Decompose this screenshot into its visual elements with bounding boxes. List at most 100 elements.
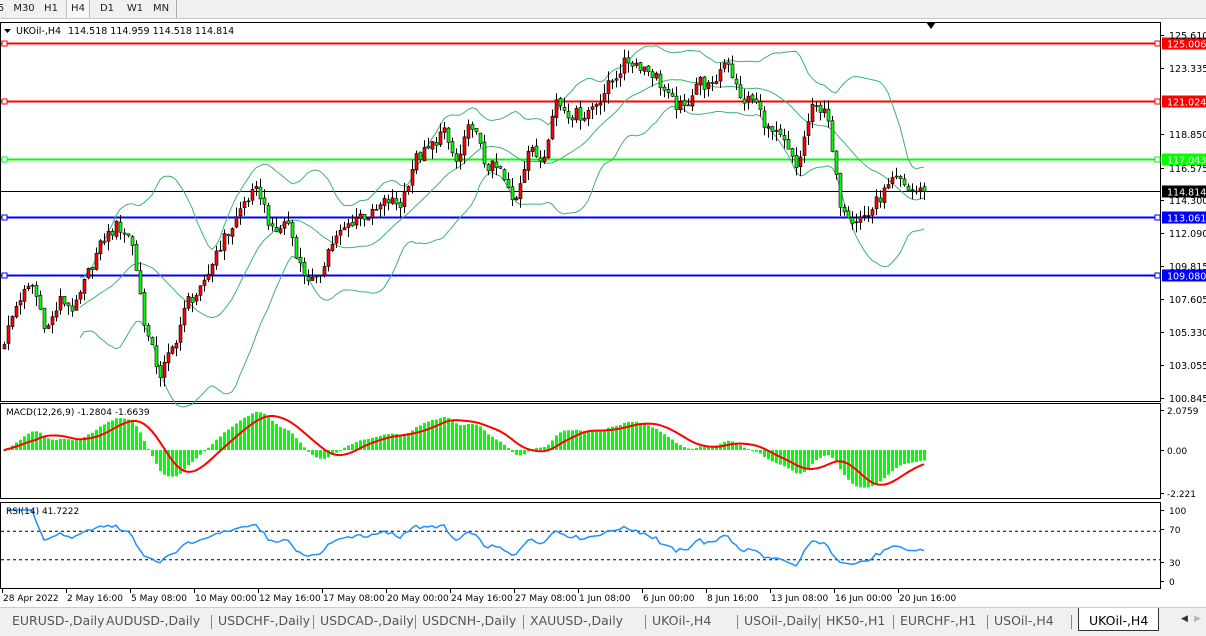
chart-tab[interactable]: EURCHF-,H1 [900, 608, 976, 632]
timeframe-m30-button[interactable]: M30 [12, 0, 36, 18]
price-tick-label: 114.300 [1169, 196, 1206, 207]
macd-bar [755, 450, 758, 452]
time-tick-label: 24 May 16:00 [451, 594, 513, 604]
macd-bar [543, 447, 546, 450]
level-handle-icon[interactable] [2, 273, 7, 278]
macd-bar [907, 450, 910, 463]
macd-bar [763, 450, 766, 457]
timeframe-mn-button[interactable]: MN [150, 0, 172, 18]
candle [295, 235, 298, 259]
macd-bar [795, 450, 798, 473]
level-price-label: 113.061 [1167, 214, 1206, 225]
main-pane[interactable] [1, 23, 1161, 402]
macd-bar [635, 422, 638, 450]
macd-bar [455, 423, 458, 450]
macd-bar [879, 450, 882, 481]
timeframe-h4-button[interactable]: H4 [66, 0, 90, 18]
macd-bar [459, 425, 462, 450]
macd-bar [119, 418, 122, 450]
macd-bar [819, 450, 822, 458]
macd-bar [687, 449, 690, 450]
macd-bar [71, 440, 74, 450]
macd-pane[interactable] [1, 404, 1161, 499]
chart-window: 125.006121.024117.043114.814113.061109.0… [0, 18, 1206, 607]
price-tick-label: 103.055 [1169, 361, 1206, 372]
tab-separator [645, 615, 646, 629]
macd-bar [55, 440, 58, 450]
macd-bar [419, 425, 422, 450]
chart-tab[interactable]: USOil-,H4 [994, 608, 1054, 632]
timeframe-d1-button[interactable]: D1 [96, 0, 118, 18]
macd-bar [199, 450, 202, 455]
chart-tab[interactable]: HK50-,H1 [826, 608, 885, 632]
symbol-label: UKOil-,H4 [16, 26, 61, 37]
macd-bar [659, 432, 662, 450]
chart-tab[interactable]: USOil-,Daily [744, 608, 818, 632]
level-handle-icon[interactable] [2, 157, 7, 162]
timeframe-5-button[interactable]: 5 [0, 0, 8, 18]
macd-bar [475, 425, 478, 450]
level-handle-icon[interactable] [2, 99, 7, 104]
level-handle-icon[interactable] [1155, 215, 1160, 220]
level-handle-icon[interactable] [1155, 273, 1160, 278]
rsi-pane[interactable] [1, 503, 1161, 589]
level-handle-icon[interactable] [2, 41, 7, 46]
time-tick-label: 10 May 00:00 [195, 594, 257, 604]
price-tick-label: 123.335 [1169, 64, 1206, 75]
chart-tab[interactable]: USDCAD-,Daily [320, 608, 414, 632]
macd-bar [319, 450, 322, 459]
scroll-left-icon[interactable]: ◀ [1181, 614, 1188, 624]
macd-bar [315, 450, 318, 457]
chart-tab[interactable]: AUDUSD-,Daily [106, 608, 200, 632]
macd-bar [899, 450, 902, 465]
price-tick-label: 112.090 [1169, 229, 1206, 240]
chart-tab[interactable]: XAUUSD-,Daily [530, 608, 623, 632]
macd-bar [87, 434, 90, 450]
macd-bar [515, 450, 518, 455]
macd-bar [187, 450, 190, 465]
macd-bar [807, 450, 810, 469]
level-price-label: 121.024 [1167, 98, 1206, 109]
macd-bar [491, 437, 494, 450]
chart-tab[interactable]: UKOil-,H4 [1078, 608, 1159, 631]
macd-bar [591, 431, 594, 450]
timeframe-w1-button[interactable]: W1 [124, 0, 146, 18]
time-tick-label: 2 May 16:00 [67, 594, 123, 604]
macd-bar [247, 416, 250, 450]
time-tick-label: 5 May 08:00 [131, 594, 187, 604]
macd-bar [651, 427, 654, 450]
chart-tab[interactable]: EURUSD-,Daily [12, 608, 105, 632]
macd-bar [463, 425, 466, 450]
macd-bar [39, 433, 42, 450]
level-handle-icon[interactable] [1155, 99, 1160, 104]
rsi-tick-label: 100 [1169, 507, 1186, 517]
price-tick-label: 105.330 [1169, 328, 1206, 339]
macd-bar [675, 443, 678, 450]
macd-bar [583, 431, 586, 450]
macd-bar [191, 450, 194, 462]
macd-bar [507, 448, 510, 450]
macd-bar [91, 433, 94, 450]
chart-tab[interactable]: USDCNH-,Daily [422, 608, 516, 632]
macd-bar [215, 440, 218, 450]
level-handle-icon[interactable] [1155, 41, 1160, 46]
level-handle-icon[interactable] [2, 215, 7, 220]
chart-tab[interactable]: UKOil-,H4 [652, 608, 711, 632]
macd-bar [915, 450, 918, 462]
macd-bar [743, 448, 746, 450]
macd-bar [595, 431, 598, 450]
level-price-label: 109.080 [1167, 272, 1206, 283]
macd-bar [163, 450, 166, 475]
timeframe-h1-button[interactable]: H1 [40, 0, 62, 18]
level-handle-icon[interactable] [1155, 157, 1160, 162]
macd-bar [575, 430, 578, 450]
macd-bar [299, 443, 302, 450]
macd-bar [919, 450, 922, 461]
macd-bar [811, 450, 814, 464]
scroll-right-icon[interactable]: ▶ [1194, 614, 1201, 624]
macd-bar [863, 450, 866, 488]
rsi-tick-label: 70 [1169, 526, 1181, 536]
macd-bar [671, 439, 674, 450]
chart-tab[interactable]: USDCHF-,Daily [218, 608, 310, 632]
time-tick-label: 12 May 16:00 [259, 594, 321, 604]
